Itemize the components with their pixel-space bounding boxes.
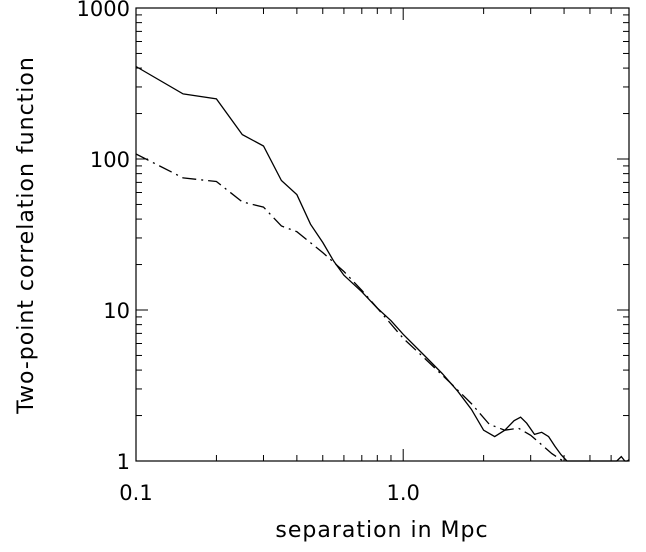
y-tick-label: 10: [103, 299, 130, 323]
y-tick-label: 100: [90, 148, 130, 172]
y-tick-label: 1000: [77, 0, 130, 21]
series-solid-line: [135, 65, 630, 462]
x-tick-label: 0.1: [119, 481, 152, 505]
series-dash-dot-line: [135, 153, 568, 462]
tick-labels: 1 10 100 1000 0.1 1.0: [77, 0, 420, 505]
axis-ticks: [135, 7, 630, 462]
plot-frame: [135, 7, 630, 462]
y-axis-label: Two-point correlation function: [14, 56, 39, 415]
x-tick-label: 1.0: [386, 481, 419, 505]
series-lines: [135, 65, 630, 462]
y-tick-label: 1: [117, 450, 130, 474]
x-axis-label: separation in Mpc: [275, 518, 488, 543]
